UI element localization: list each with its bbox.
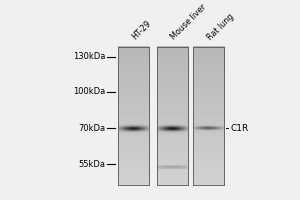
- Text: Mouse liver: Mouse liver: [169, 3, 208, 42]
- Text: 55kDa: 55kDa: [79, 160, 106, 169]
- Text: C1R: C1R: [231, 124, 249, 133]
- Text: 130kDa: 130kDa: [74, 52, 106, 61]
- Text: 70kDa: 70kDa: [79, 124, 106, 133]
- Text: HT-29: HT-29: [130, 19, 153, 42]
- Text: Rat lung: Rat lung: [205, 12, 235, 42]
- Text: 100kDa: 100kDa: [74, 87, 106, 96]
